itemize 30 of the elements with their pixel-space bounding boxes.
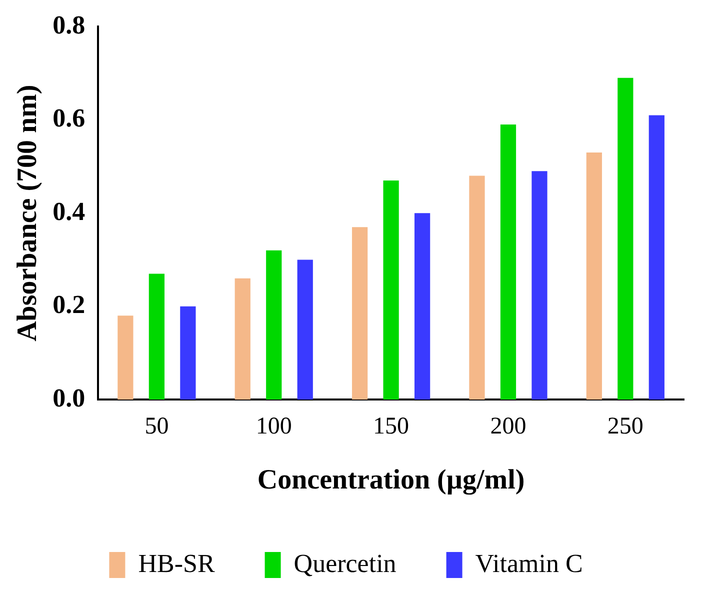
y-tick-label: 0.0 (52, 383, 86, 412)
x-tick-label: 100 (256, 413, 292, 440)
bar (352, 227, 368, 400)
bar (469, 176, 485, 400)
legend-label: Vitamin C (475, 548, 583, 578)
bar (618, 78, 634, 400)
bar (118, 316, 134, 400)
x-tick-label: 50 (144, 413, 169, 440)
y-tick-label: 0.6 (52, 104, 86, 133)
legend-label: HB-SR (138, 548, 216, 578)
bar (234, 278, 250, 400)
bar (383, 180, 399, 400)
y-axis-title: Absorbance (700 nm) (12, 84, 44, 342)
x-tick-label: 200 (490, 413, 526, 440)
bar (180, 306, 196, 400)
bar (297, 260, 313, 400)
x-axis-title: Concentration (µg/ml) (257, 464, 525, 496)
bar (148, 274, 164, 400)
x-tick-label: 150 (373, 413, 410, 440)
y-tick-label: 0.2 (52, 290, 86, 320)
y-tick-label: 0.4 (52, 196, 86, 226)
x-tick-label: 250 (607, 413, 644, 440)
bar (532, 171, 548, 400)
bar (500, 124, 516, 400)
bar (648, 115, 664, 400)
y-tick-label: 0.8 (52, 10, 86, 40)
legend-label: Quercetin (294, 548, 396, 578)
bar (586, 152, 602, 400)
bar (266, 250, 282, 400)
bar (414, 213, 430, 400)
